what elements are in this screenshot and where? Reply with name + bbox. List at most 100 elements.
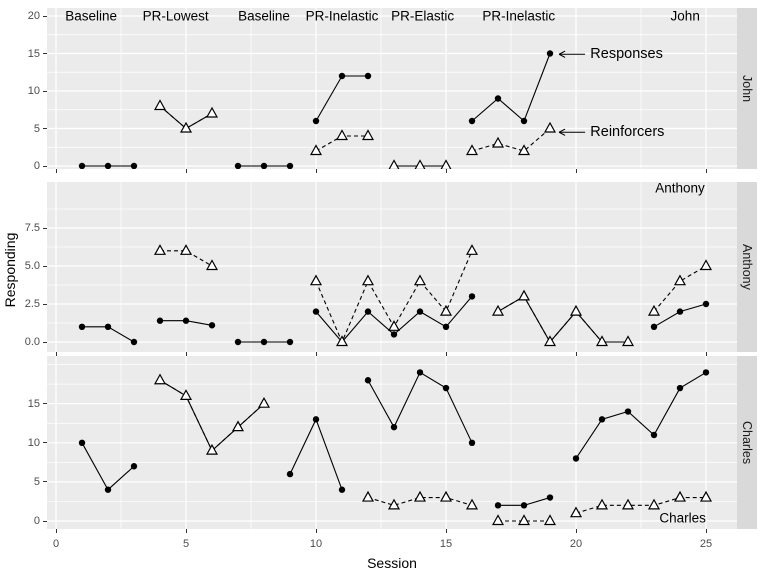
facet-strip-anthony: Anthony — [737, 182, 757, 352]
responses-point — [338, 486, 346, 493]
reinforcers-point — [231, 420, 245, 432]
responses-point — [598, 416, 606, 423]
reinforcers-point — [439, 490, 453, 502]
reinforcers-point — [439, 304, 453, 316]
y-tick — [43, 53, 47, 54]
responses-line — [575, 371, 707, 459]
responses-point — [468, 439, 476, 446]
x-tick-label: 15 — [439, 538, 453, 550]
annotation-responses: Responses — [590, 46, 663, 63]
responses-point — [520, 502, 528, 509]
reinforcers-point — [413, 274, 427, 286]
reinforcers-point — [335, 335, 349, 347]
annotation-anthony: Anthony — [655, 180, 705, 196]
y-tick — [43, 90, 47, 92]
responses-point — [312, 416, 320, 423]
y-tick-label: 2.5 — [24, 298, 40, 310]
reinforcers-point — [673, 274, 687, 286]
responses-point — [130, 338, 138, 346]
phase-label: PR-Inelastic — [305, 8, 379, 24]
reinforcers-point — [153, 373, 167, 385]
y-tick — [43, 265, 47, 267]
reinforcers-point — [517, 514, 531, 526]
annotation-john: John — [670, 8, 700, 24]
responses-point — [416, 369, 424, 376]
responses-point — [78, 323, 86, 330]
reinforcers-point — [153, 244, 167, 255]
responses-point — [260, 162, 268, 169]
responses-line — [653, 303, 707, 328]
reinforcers-point — [543, 514, 557, 526]
annotation-reinforcers: Reinforcers — [590, 124, 665, 141]
reinforcers-line — [653, 265, 707, 312]
y-tick — [43, 128, 47, 129]
responses-point — [208, 322, 216, 329]
plot-area-charles — [47, 356, 737, 529]
phase-label: Baseline — [238, 8, 290, 24]
responses-point — [364, 308, 372, 315]
reinforcers-point — [414, 159, 426, 169]
reinforcers-point — [440, 159, 452, 169]
reinforcers-point — [543, 121, 557, 133]
reinforcers-point — [647, 498, 661, 510]
y-tick-label: 0 — [33, 515, 40, 527]
reinforcers-point — [179, 389, 193, 400]
responses-point — [312, 308, 320, 315]
phase-label: PR-Inelastic — [482, 8, 556, 24]
facet-strip-charles: Charles — [737, 356, 757, 529]
x-tick-label: 10 — [309, 538, 323, 550]
responses-point — [286, 162, 294, 169]
reinforcers-point — [491, 136, 505, 148]
x-tick — [315, 169, 317, 173]
x-tick — [185, 529, 187, 533]
x-tick — [55, 529, 57, 533]
reinforcers-point — [595, 335, 609, 347]
reinforcers-point — [465, 144, 479, 156]
y-tick-label: 15 — [27, 47, 40, 60]
x-tick — [575, 529, 577, 533]
responses-point — [676, 384, 684, 392]
reinforcers-point — [569, 506, 583, 518]
plot-area-john — [47, 8, 737, 169]
x-tick — [575, 169, 577, 173]
y-tick-label: 10 — [27, 85, 40, 97]
x-tick — [705, 169, 707, 173]
responses-point — [104, 486, 112, 493]
responses-line — [315, 75, 368, 122]
reinforcers-point — [413, 490, 427, 502]
reinforcers-point — [309, 274, 323, 286]
responses-point — [78, 162, 86, 169]
reinforcers-point — [491, 304, 505, 316]
x-tick — [315, 529, 317, 533]
reinforcers-point — [205, 106, 219, 118]
responses-point — [442, 384, 450, 392]
reinforcers-point — [621, 498, 635, 510]
x-tick — [185, 169, 187, 173]
responses-point — [702, 300, 710, 308]
reinforcers-point — [361, 490, 375, 502]
responses-point — [676, 308, 684, 315]
y-tick-label: 15 — [27, 397, 40, 410]
reinforcers-point — [543, 335, 557, 347]
responses-point — [390, 331, 398, 338]
reinforcers-point — [517, 289, 531, 301]
reinforcers-point — [205, 443, 219, 455]
y-tick — [43, 227, 47, 229]
responses-point — [104, 323, 112, 330]
responses-line — [497, 295, 628, 343]
x-tick-label: 0 — [52, 538, 60, 550]
phase-label: PR-Elastic — [391, 8, 455, 24]
y-tick — [43, 442, 47, 444]
reinforcers-point — [309, 144, 323, 156]
y-tick — [43, 165, 47, 167]
reinforcers-point — [387, 320, 401, 331]
responses-line — [367, 371, 473, 444]
y-tick-label: 5 — [33, 475, 40, 488]
responses-point — [494, 95, 502, 102]
x-axis-title: Session — [367, 555, 417, 571]
reinforcers-point — [179, 244, 193, 255]
responses-point — [520, 117, 528, 125]
reinforcers-point — [465, 498, 479, 510]
responses-point — [546, 494, 554, 501]
x-tick — [55, 169, 57, 173]
